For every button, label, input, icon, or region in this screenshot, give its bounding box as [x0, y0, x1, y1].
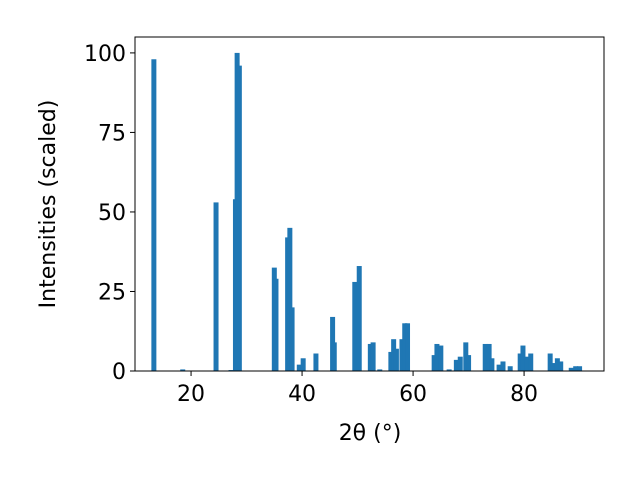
bar	[367, 343, 373, 371]
bar	[236, 65, 242, 371]
y-axis-label: Intensities (scaled)	[36, 100, 61, 309]
y-tick-label: 50	[98, 201, 126, 226]
bar	[524, 356, 530, 371]
bar	[446, 369, 452, 371]
bar	[289, 307, 295, 371]
bar	[331, 342, 337, 371]
x-tick-label: 40	[288, 382, 316, 407]
bar	[550, 363, 556, 371]
y-tick-label: 0	[112, 360, 126, 385]
bar	[517, 353, 523, 371]
bar	[486, 343, 492, 371]
bar	[399, 339, 405, 371]
bar	[482, 343, 488, 371]
bar	[431, 355, 437, 371]
bar	[457, 356, 463, 371]
bar	[377, 369, 383, 371]
bar	[568, 367, 574, 371]
y-tick-label: 75	[98, 121, 126, 146]
bar	[352, 281, 358, 371]
bar	[434, 343, 440, 371]
bar	[496, 364, 502, 371]
bar	[554, 358, 560, 371]
y-tick-label: 100	[84, 42, 126, 67]
bar	[520, 345, 526, 371]
bar	[500, 361, 506, 371]
bar	[507, 366, 513, 371]
x-tick-label: 60	[399, 382, 427, 407]
bar	[558, 361, 564, 371]
bar	[180, 369, 186, 371]
bar	[453, 359, 459, 371]
bar	[547, 353, 553, 371]
bar	[296, 364, 302, 371]
bar	[463, 342, 469, 371]
bar	[466, 355, 472, 371]
bar	[313, 353, 319, 371]
bar	[370, 342, 376, 371]
bar	[356, 266, 362, 371]
bar	[489, 358, 495, 371]
bar	[393, 348, 399, 371]
x-tick-label: 80	[510, 382, 538, 407]
bar	[287, 227, 293, 371]
bar	[300, 358, 306, 371]
bar	[388, 351, 394, 371]
bar	[151, 59, 157, 372]
bar	[402, 323, 408, 371]
bar	[273, 278, 279, 371]
bar	[213, 202, 219, 371]
bar	[528, 353, 534, 371]
bar	[405, 323, 411, 371]
bar	[391, 339, 397, 371]
x-tick-label: 20	[177, 382, 205, 407]
bar	[438, 345, 444, 371]
x-axis-label: 2θ (°)	[339, 421, 402, 446]
bar	[577, 366, 583, 371]
bar	[573, 366, 579, 371]
plot-frame	[134, 36, 605, 372]
y-tick-label: 25	[98, 280, 126, 305]
